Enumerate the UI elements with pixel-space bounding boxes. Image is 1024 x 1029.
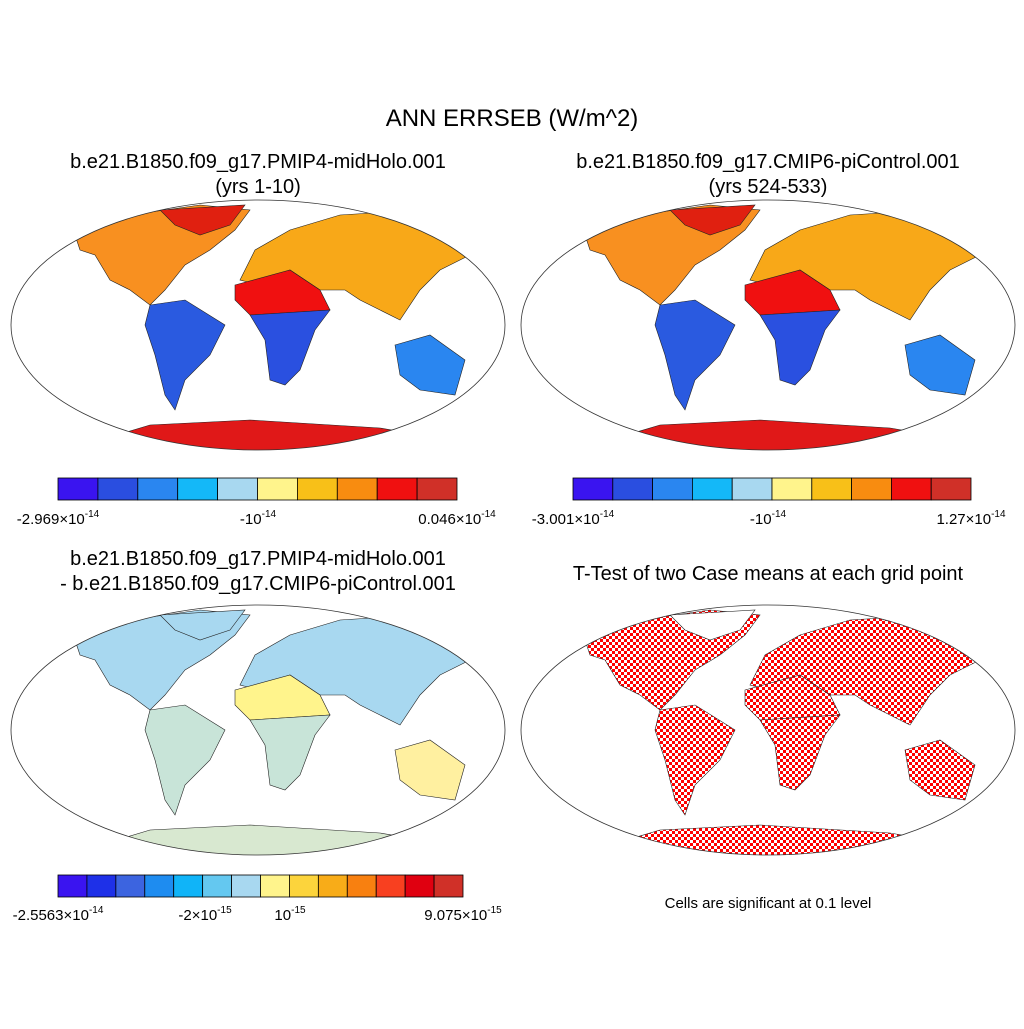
- colorbar-label: 10-15: [274, 905, 306, 924]
- colorbar-box: [891, 477, 932, 501]
- colorbar-box: [771, 477, 813, 501]
- colorbar-label: 0.046×10-14: [418, 509, 496, 528]
- label-exp: -14: [600, 509, 615, 520]
- colorbar-label: 1.27×10-14: [936, 509, 1006, 528]
- label-exp: -14: [89, 905, 104, 916]
- label-base: -2×10: [178, 907, 217, 924]
- label-exp: -15: [291, 905, 306, 916]
- colorbar-label: -10-14: [240, 509, 277, 528]
- colorbar-box: [177, 477, 218, 501]
- colorbar-box: [97, 477, 139, 501]
- colorbar-box: [137, 477, 179, 501]
- colorbar-box: [612, 477, 653, 501]
- colorbar-box: [731, 477, 773, 501]
- colorbar-label: 9.075×10-15: [424, 905, 502, 924]
- label-base: -2.969×10: [17, 511, 85, 528]
- colorbar-box: [317, 874, 348, 898]
- colorbar-box: [289, 874, 319, 898]
- colorbar-box: [404, 874, 435, 898]
- label-base: -10: [750, 511, 772, 528]
- label-base: -3.001×10: [532, 511, 600, 528]
- colorbar-box: [57, 874, 88, 898]
- colorbar-box: [173, 874, 204, 898]
- panel-title: (yrs 524-533): [709, 176, 828, 198]
- map: [521, 200, 1015, 452]
- colorbar-label: -10-14: [750, 509, 787, 528]
- colorbar-label: -2.5563×10-14: [13, 905, 104, 924]
- colorbar-label: -3.001×10-14: [532, 509, 615, 528]
- colorbar-box: [231, 874, 261, 898]
- map: [521, 605, 1015, 857]
- panel-title: b.e21.B1850.f09_g17.CMIP6-piControl.001: [576, 151, 960, 173]
- colorbar-box: [433, 874, 464, 898]
- colorbar-box: [851, 477, 892, 501]
- colorbar-box: [375, 874, 406, 898]
- panel-title: - b.e21.B1850.f09_g17.CMIP6-piControl.00…: [60, 573, 456, 595]
- label-exp: -14: [772, 509, 787, 520]
- colorbar-box: [376, 477, 418, 501]
- label-exp: -14: [481, 509, 496, 520]
- figure-title: ANN ERRSEB (W/m^2): [386, 105, 639, 132]
- colorbar-box: [144, 874, 175, 898]
- colorbar-label: -2.969×10-14: [17, 509, 100, 528]
- colorbar-box: [692, 477, 733, 501]
- label-base: 10: [274, 907, 291, 924]
- label-exp: -14: [262, 509, 277, 520]
- colorbar-box: [260, 874, 290, 898]
- colorbar-box: [296, 477, 338, 501]
- label-base: 1.27×10: [936, 511, 991, 528]
- colorbar-box: [930, 477, 972, 501]
- label-exp: -15: [217, 905, 232, 916]
- colorbar-box: [115, 874, 146, 898]
- map: [11, 605, 505, 857]
- colorbar-box: [572, 477, 614, 501]
- label-base: 0.046×10: [418, 511, 481, 528]
- label-exp: -14: [991, 509, 1006, 520]
- map: [11, 200, 505, 452]
- colorbar-box: [86, 874, 117, 898]
- colorbar-box: [57, 477, 99, 501]
- colorbar-box: [346, 874, 377, 898]
- colorbar-label: -2×10-15: [178, 905, 232, 924]
- panel-title: (yrs 1-10): [215, 176, 301, 198]
- colorbar-box: [336, 477, 378, 501]
- colorbar-box: [257, 477, 298, 501]
- label-exp: -14: [85, 509, 100, 520]
- colorbar-box: [416, 477, 458, 501]
- colorbar-box: [217, 477, 258, 501]
- label-exp: -15: [487, 905, 502, 916]
- panel-title: T-Test of two Case means at each grid po…: [573, 563, 964, 585]
- label-base: -10: [240, 511, 262, 528]
- colorbar-box: [811, 477, 852, 501]
- colorbar-box: [202, 874, 232, 898]
- panel-title: b.e21.B1850.f09_g17.PMIP4-midHolo.001: [70, 151, 446, 173]
- footnote: Cells are significant at 0.1 level: [665, 895, 872, 912]
- colorbar-box: [652, 477, 693, 501]
- panel-title: b.e21.B1850.f09_g17.PMIP4-midHolo.001: [70, 548, 446, 570]
- label-base: -2.5563×10: [13, 907, 89, 924]
- label-base: 9.075×10: [424, 907, 487, 924]
